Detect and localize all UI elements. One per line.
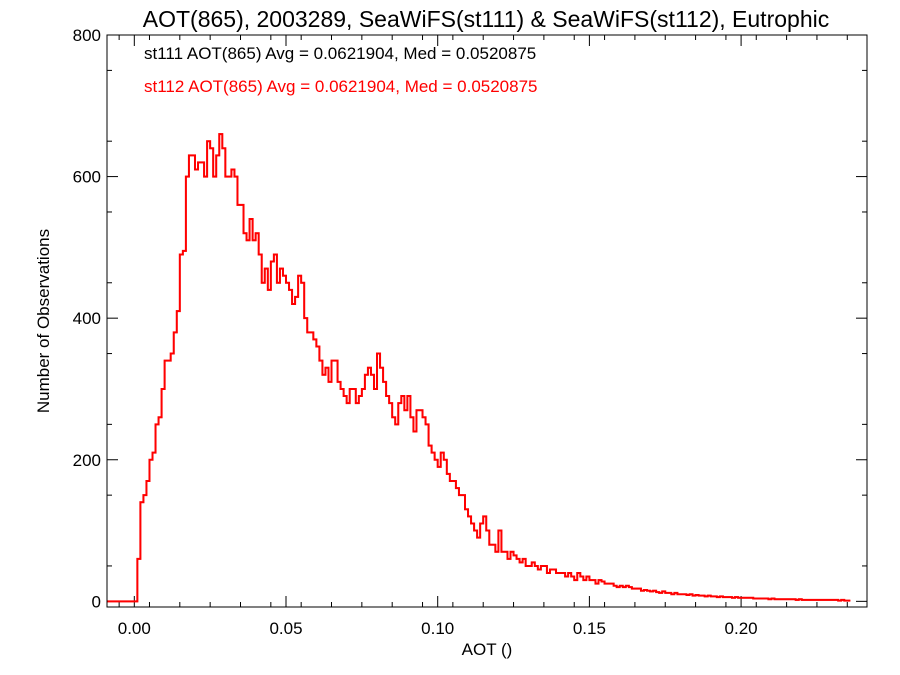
y-tick-label: 800	[73, 26, 101, 45]
series-lines	[107, 133, 851, 603]
chart-title: AOT(865), 2003289, SeaWiFS(st111) & SeaW…	[143, 6, 829, 32]
x-tick-label: 0.00	[118, 619, 151, 638]
x-tick-label: 0.15	[573, 619, 606, 638]
x-tick-label: 0.05	[269, 619, 302, 638]
series-st112-line	[107, 133, 851, 603]
x-tick-label: 0.20	[725, 619, 758, 638]
series-st111-line	[107, 133, 851, 603]
y-tick-labels: 0 200 400 600 800	[73, 26, 101, 611]
y-tick-label: 600	[73, 168, 101, 187]
y-tick-label: 200	[73, 451, 101, 470]
x-tick-labels: 0.00 0.05 0.10 0.15 0.20	[118, 619, 758, 638]
x-tick-label: 0.10	[421, 619, 454, 638]
x-axis-label: AOT ()	[462, 640, 513, 659]
y-tick-label: 400	[73, 309, 101, 328]
annotation-st111: st111 AOT(865) Avg = 0.0621904, Med = 0.…	[144, 44, 536, 63]
y-axis-label: Number of Observations	[34, 229, 53, 413]
y-tick-label: 0	[92, 592, 101, 611]
plot-frame	[106, 34, 868, 608]
legend-annotations: st111 AOT(865) Avg = 0.0621904, Med = 0.…	[144, 44, 538, 96]
annotation-st112: st112 AOT(865) Avg = 0.0621904, Med = 0.…	[144, 77, 538, 96]
